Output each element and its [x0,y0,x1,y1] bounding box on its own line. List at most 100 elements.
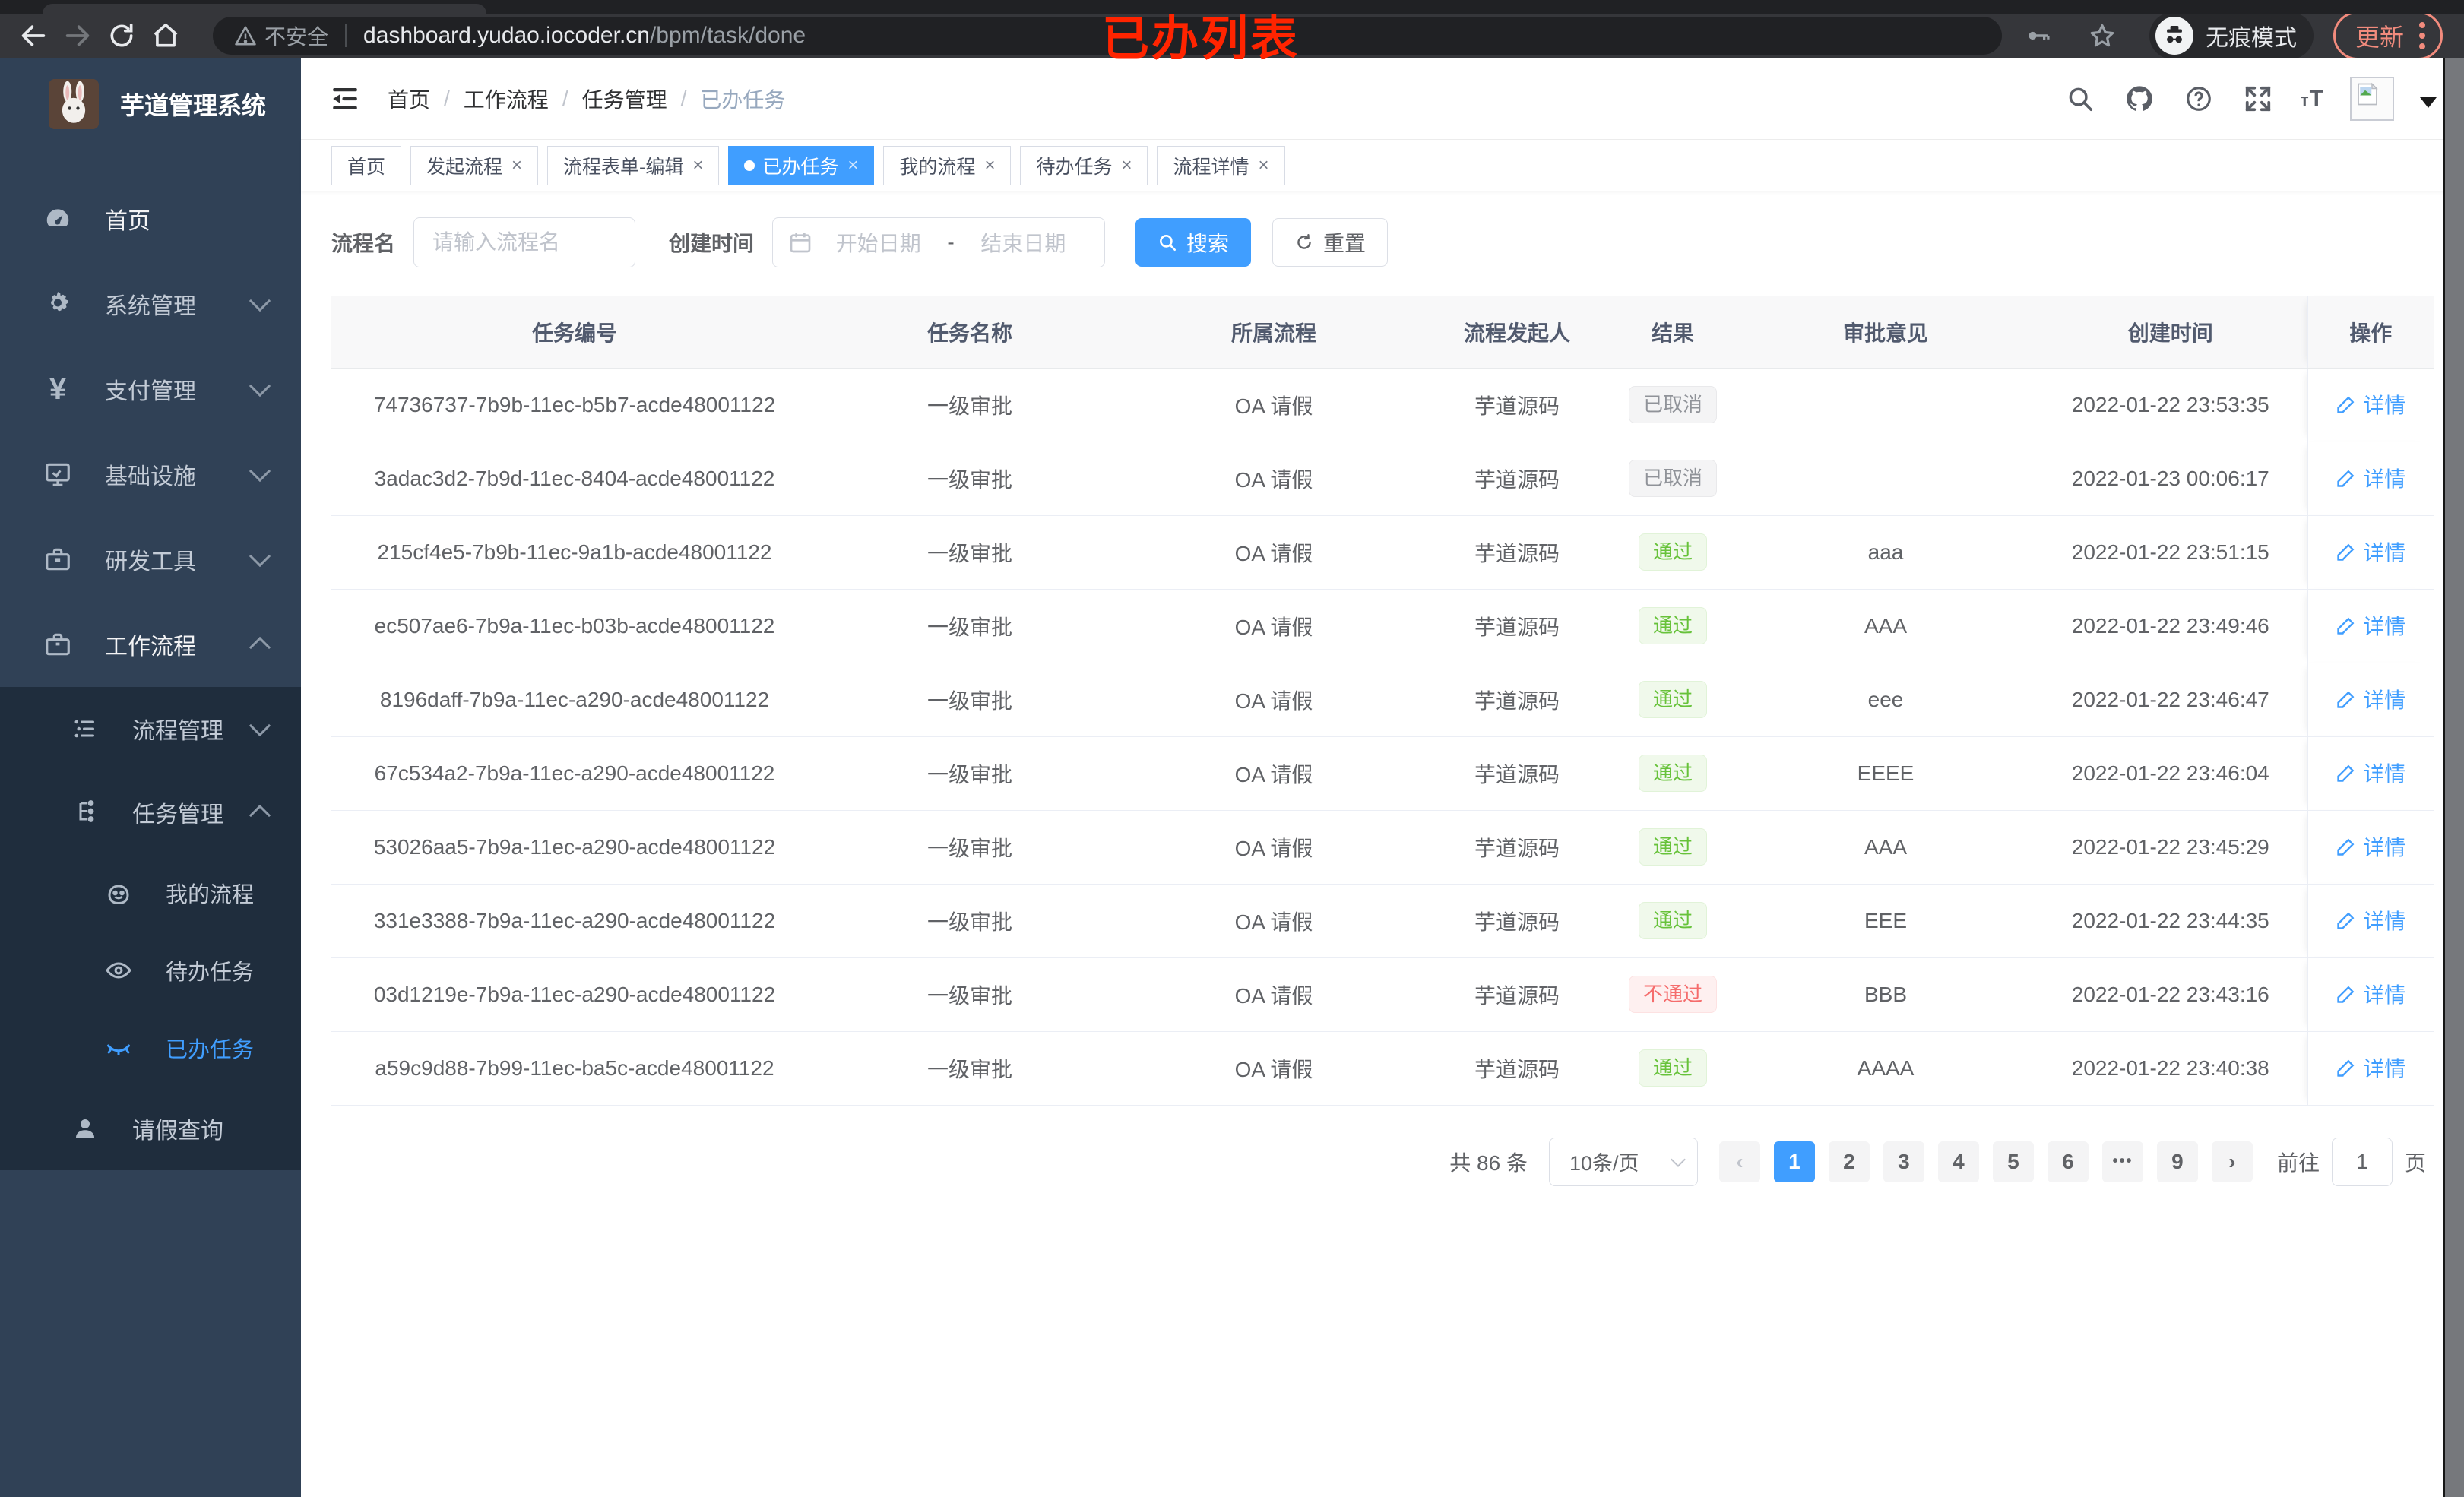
close-icon[interactable]: × [1121,154,1132,176]
avatar-caret-icon[interactable] [2420,97,2437,108]
sidebar-item-task-mgmt[interactable]: 任务管理 [0,771,301,854]
task-tree-icon [70,797,100,828]
cell-task-name: 一级审批 [818,1031,1122,1106]
url-path[interactable]: /bpm/task/done [649,23,806,48]
tab-my-process[interactable]: 我的流程 × [883,145,1012,185]
close-icon[interactable]: × [692,154,704,176]
chevron-down-icon [1671,1151,1686,1167]
detail-link[interactable]: 详情 [2336,831,2405,862]
detail-label: 详情 [2363,836,2406,859]
close-icon[interactable]: × [511,154,523,176]
cell-starter: 芋道源码 [1426,368,1608,442]
update-label[interactable]: 更新 [2355,24,2404,51]
page-button-1[interactable]: 1 [1773,1141,1815,1182]
page-button-4[interactable]: 4 [1937,1141,1979,1182]
search-button[interactable]: 搜索 [1135,218,1252,267]
page-button-5[interactable]: 5 [1992,1141,2034,1182]
refresh-icon [1297,234,1311,249]
cell-process: OA 请假 [1122,589,1426,663]
tab-todo-tasks[interactable]: 待办任务 × [1020,145,1148,185]
sidebar-item-devtools[interactable]: 研发工具 [0,517,301,602]
detail-link[interactable]: 详情 [2336,463,2405,493]
search-icon[interactable] [2063,82,2097,116]
detail-link[interactable]: 详情 [2336,684,2405,714]
browser-menu-icon[interactable] [2419,22,2425,49]
page-button-6[interactable]: 6 [2047,1141,2089,1182]
next-page-button[interactable]: › [2211,1141,2253,1182]
breadcrumb-home[interactable]: 首页 [388,87,431,112]
detail-link[interactable]: 详情 [2336,758,2405,788]
detail-link[interactable]: 详情 [2336,389,2405,419]
sidebar-item-infra[interactable]: 基础设施 [0,432,301,517]
done-task-table: 任务编号 任务名称 所属流程 流程发起人 结果 审批意见 创建时间 操作 747 [331,296,2434,1106]
page-scrollbar[interactable] [2443,58,2464,1497]
sidebar-item-done-tasks[interactable]: 已办任务 [0,1009,301,1087]
font-size-icon[interactable]: тT [2300,85,2324,111]
tab-label: 发起流程 [426,156,503,178]
more-pages-button[interactable]: ••• [2101,1141,2143,1182]
breadcrumb-task-mgmt[interactable]: 任务管理 [581,87,667,112]
reset-button[interactable]: 重置 [1272,218,1389,267]
gear-icon [43,289,73,319]
tab-process-detail[interactable]: 流程详情 × [1157,145,1285,185]
tab-home[interactable]: 首页 × [331,145,402,185]
start-date-placeholder[interactable]: 开始日期 [835,232,921,255]
goto-page-input[interactable] [2331,1137,2393,1186]
update-button[interactable]: 更新 [2333,11,2443,60]
sidebar-item-process-mgmt[interactable]: 流程管理 [0,687,301,771]
breadcrumb-current: 已办任务 [700,87,786,112]
sidebar-item-home[interactable]: 首页 [0,176,301,261]
detail-link[interactable]: 详情 [2336,979,2405,1009]
avatar[interactable] [2350,76,2394,121]
logo-row[interactable]: 芋道管理系统 [0,58,301,149]
page-button-9[interactable]: 9 [2156,1141,2198,1182]
workflow-submenu: 流程管理 任务管理 我的流程 待办任务 [0,687,301,1170]
browser-active-tab[interactable] [43,4,486,14]
close-icon[interactable]: × [847,154,859,176]
warning-icon [235,26,256,46]
bookmark-star-icon[interactable] [2086,19,2119,52]
detail-link[interactable]: 详情 [2336,536,2405,567]
sidebar-item-leave-query[interactable]: 请假查询 [0,1087,301,1170]
incognito-icon [2155,17,2193,55]
sidebar-item-workflow[interactable]: 工作流程 [0,602,301,687]
page-button-2[interactable]: 2 [1828,1141,1870,1182]
forward-icon[interactable] [61,19,94,52]
detail-link[interactable]: 详情 [2336,610,2405,641]
sidebar-item-todo-tasks[interactable]: 待办任务 [0,932,301,1009]
user-icon [70,1113,100,1144]
fullscreen-icon[interactable] [2241,82,2275,116]
page-size-select[interactable]: 10条/页 [1548,1137,1698,1186]
sidebar-item-pay[interactable]: ¥ 支付管理 [0,347,301,432]
prev-page-button[interactable]: ‹ [1718,1141,1760,1182]
tab-form-edit[interactable]: 流程表单-编辑 × [547,145,720,185]
sidebar-fold-icon[interactable] [328,82,362,116]
sidebar-item-my-process[interactable]: 我的流程 [0,854,301,932]
process-name-input[interactable] [413,217,636,267]
eye-icon [103,955,134,986]
url-host[interactable]: dashboard.yudao.iocoder.cn [363,23,650,48]
detail-link[interactable]: 详情 [2336,1052,2405,1083]
security-label[interactable]: 不安全 [264,25,329,49]
sidebar: 芋道管理系统 首页 系统管理 ¥ 支付管理 [0,58,301,1497]
browser-chrome: 不安全 dashboard.yudao.iocoder.cn/bpm/task/… [0,0,2464,65]
sidebar-item-system[interactable]: 系统管理 [0,261,301,347]
close-icon[interactable]: × [1258,154,1269,176]
reload-icon[interactable] [105,19,138,52]
cell-created: 2022-01-22 23:46:47 [2034,663,2307,737]
page-button-3[interactable]: 3 [1883,1141,1924,1182]
key-icon[interactable] [2022,19,2055,52]
sidebar-item-label: 流程管理 [132,719,223,744]
close-icon[interactable]: × [984,154,996,176]
github-icon[interactable] [2123,82,2156,116]
date-range-picker[interactable]: 开始日期 - 结束日期 [772,217,1106,267]
url-bar[interactable]: 不安全 dashboard.yudao.iocoder.cn/bpm/task/… [213,17,2002,55]
detail-link[interactable]: 详情 [2336,905,2405,935]
tab-start-process[interactable]: 发起流程 × [410,145,539,185]
home-icon[interactable] [149,19,182,52]
breadcrumb-workflow[interactable]: 工作流程 [463,87,549,112]
tab-done-tasks[interactable]: 已办任务 × [728,145,875,185]
end-date-placeholder[interactable]: 结束日期 [980,232,1066,255]
back-icon[interactable] [17,19,50,52]
help-icon[interactable] [2182,82,2215,116]
